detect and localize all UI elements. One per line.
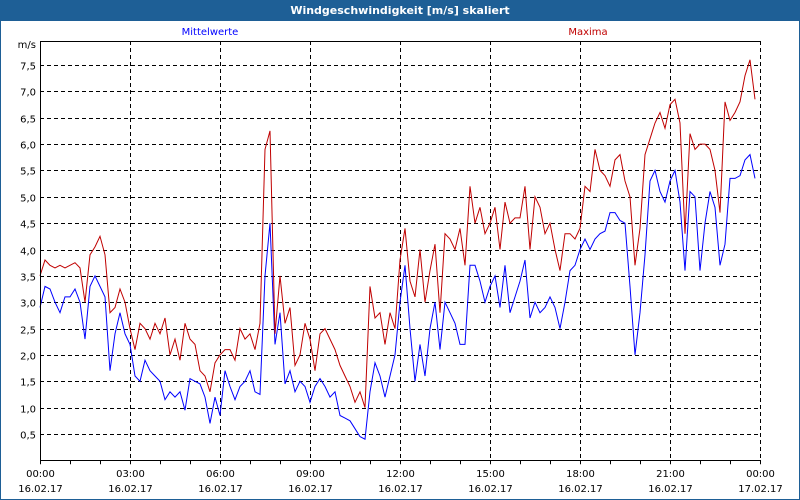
y-tick-label: 6,5 — [20, 115, 36, 126]
legend-maxima: Maxima — [568, 27, 607, 38]
y-tick-label: 4,0 — [20, 247, 36, 258]
y-axis-unit: m/s — [18, 40, 36, 51]
chart-title: Windgeschwindigkeit [m/s] skaliert — [1, 1, 799, 21]
y-tick-label: 7,5 — [20, 62, 36, 73]
y-tick-label: 1,0 — [20, 405, 36, 416]
x-tick-date: 17.02.17 — [738, 484, 783, 495]
x-tick-time: 06:00 — [206, 469, 235, 480]
x-tick-time: 00:00 — [746, 469, 775, 480]
x-tick-time: 00:00 — [26, 469, 55, 480]
y-tick-label: 7,0 — [20, 88, 36, 99]
x-tick-time: 09:00 — [296, 469, 325, 480]
y-tick-label: 5,5 — [20, 167, 36, 178]
y-tick-label: 4,5 — [20, 220, 36, 231]
y-tick-label: 2,5 — [20, 326, 36, 337]
x-tick-date: 16.02.17 — [288, 484, 333, 495]
y-tick-label: 1,5 — [20, 378, 36, 389]
x-tick-time: 15:00 — [476, 469, 505, 480]
y-tick-label: 3,5 — [20, 273, 36, 284]
series-line-maxima — [39, 59, 756, 408]
x-tick-date: 16.02.17 — [108, 484, 153, 495]
x-tick-date: 16.02.17 — [558, 484, 603, 495]
x-tick-date: 16.02.17 — [378, 484, 423, 495]
legend-mittelwerte: Mittelwerte — [182, 27, 239, 38]
x-tick-time: 03:00 — [116, 469, 145, 480]
x-tick-date: 16.02.17 — [198, 484, 243, 495]
x-tick-time: 21:00 — [656, 469, 685, 480]
x-tick-date: 16.02.17 — [648, 484, 693, 495]
x-tick-date: 16.02.17 — [18, 484, 63, 495]
y-tick-label: 6,0 — [20, 141, 36, 152]
series-line-mittelwerte — [39, 153, 756, 440]
y-tick-label: 3,0 — [20, 299, 36, 310]
x-tick-date: 16.02.17 — [468, 484, 513, 495]
y-tick-label: 0,5 — [20, 431, 36, 442]
y-tick-label: 5,0 — [20, 194, 36, 205]
y-tick-label: 2,0 — [20, 352, 36, 363]
x-tick-time: 12:00 — [386, 469, 415, 480]
x-tick-time: 18:00 — [566, 469, 595, 480]
